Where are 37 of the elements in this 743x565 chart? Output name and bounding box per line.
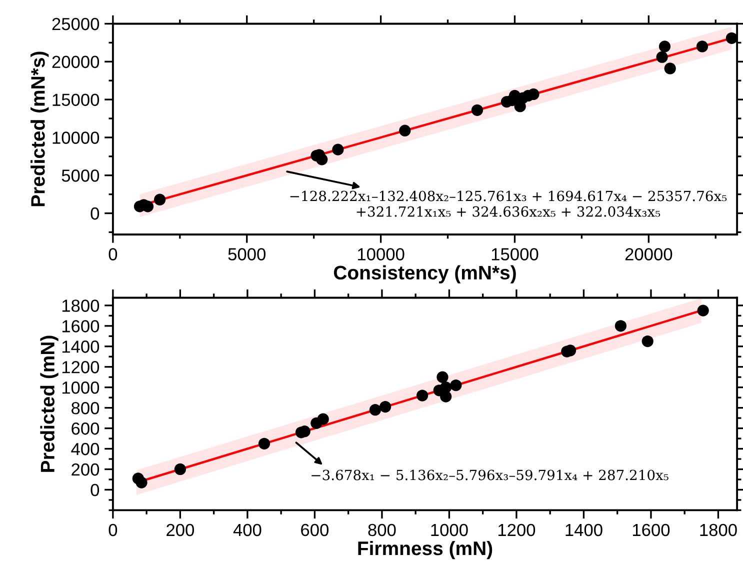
x-tick-label: 10000 xyxy=(358,248,404,260)
x-tick-label: 1800 xyxy=(700,524,737,536)
x-tick-label: 0 xyxy=(108,524,118,536)
y-axis-title: Predicted (mN*s) xyxy=(30,52,49,206)
y-tick-label: 600 xyxy=(72,422,100,435)
x-tick-label: 400 xyxy=(233,524,262,536)
y-tick-label: 20000 xyxy=(52,56,100,68)
annotation: −3.678x₁ − 5.136x₂–5.796x₃–59.791x₄ + 287.210x₅ xyxy=(312,470,668,480)
y-tick-label: 15000 xyxy=(52,94,100,106)
y-axis-title: Predicted (mN) xyxy=(40,336,58,472)
x-tick-label: 0 xyxy=(108,248,118,260)
x-tick-label: 5000 xyxy=(228,248,266,260)
y-tick-label: 1400 xyxy=(62,340,100,353)
y-tick-label: 1000 xyxy=(62,382,100,394)
y-tick-label: 25000 xyxy=(52,18,100,30)
x-axis-title: Consistency (mN*s) xyxy=(334,265,516,284)
x-axis-title: Firmness (mN) xyxy=(358,540,492,560)
x-tick-label: 800 xyxy=(368,524,396,536)
x-tick-label: 20000 xyxy=(625,248,672,260)
x-tick-label: 1000 xyxy=(431,524,468,536)
x-tick-label: 1600 xyxy=(632,524,670,536)
y-tick-label: 1800 xyxy=(62,300,100,312)
x-tick-label: 1200 xyxy=(498,524,536,536)
x-tick-label: 15000 xyxy=(492,248,538,260)
y-tick-label: 1600 xyxy=(62,320,100,332)
y-tick-label: 200 xyxy=(72,463,100,476)
x-tick-label: 1400 xyxy=(566,524,602,536)
y-tick-label: 1200 xyxy=(62,361,100,374)
x-tick-label: 600 xyxy=(301,524,329,536)
y-tick-label: 800 xyxy=(72,402,100,414)
y-tick-label: 0 xyxy=(90,484,100,496)
x-tick-label: 200 xyxy=(166,524,194,536)
y-tick-label: 400 xyxy=(71,442,100,456)
annotation: −128.222x₁–132.408x₂–125.761x₃ + 1694.617x₄ − 25357.76x₅ +321.721x₁x₅ + 324.636x₂x₅ + 322.034x₃x₅ xyxy=(290,190,727,217)
y-tick-label: 0 xyxy=(90,207,100,220)
y-tick-label: 10000 xyxy=(52,132,100,144)
y-tick-label: 5000 xyxy=(62,170,100,182)
